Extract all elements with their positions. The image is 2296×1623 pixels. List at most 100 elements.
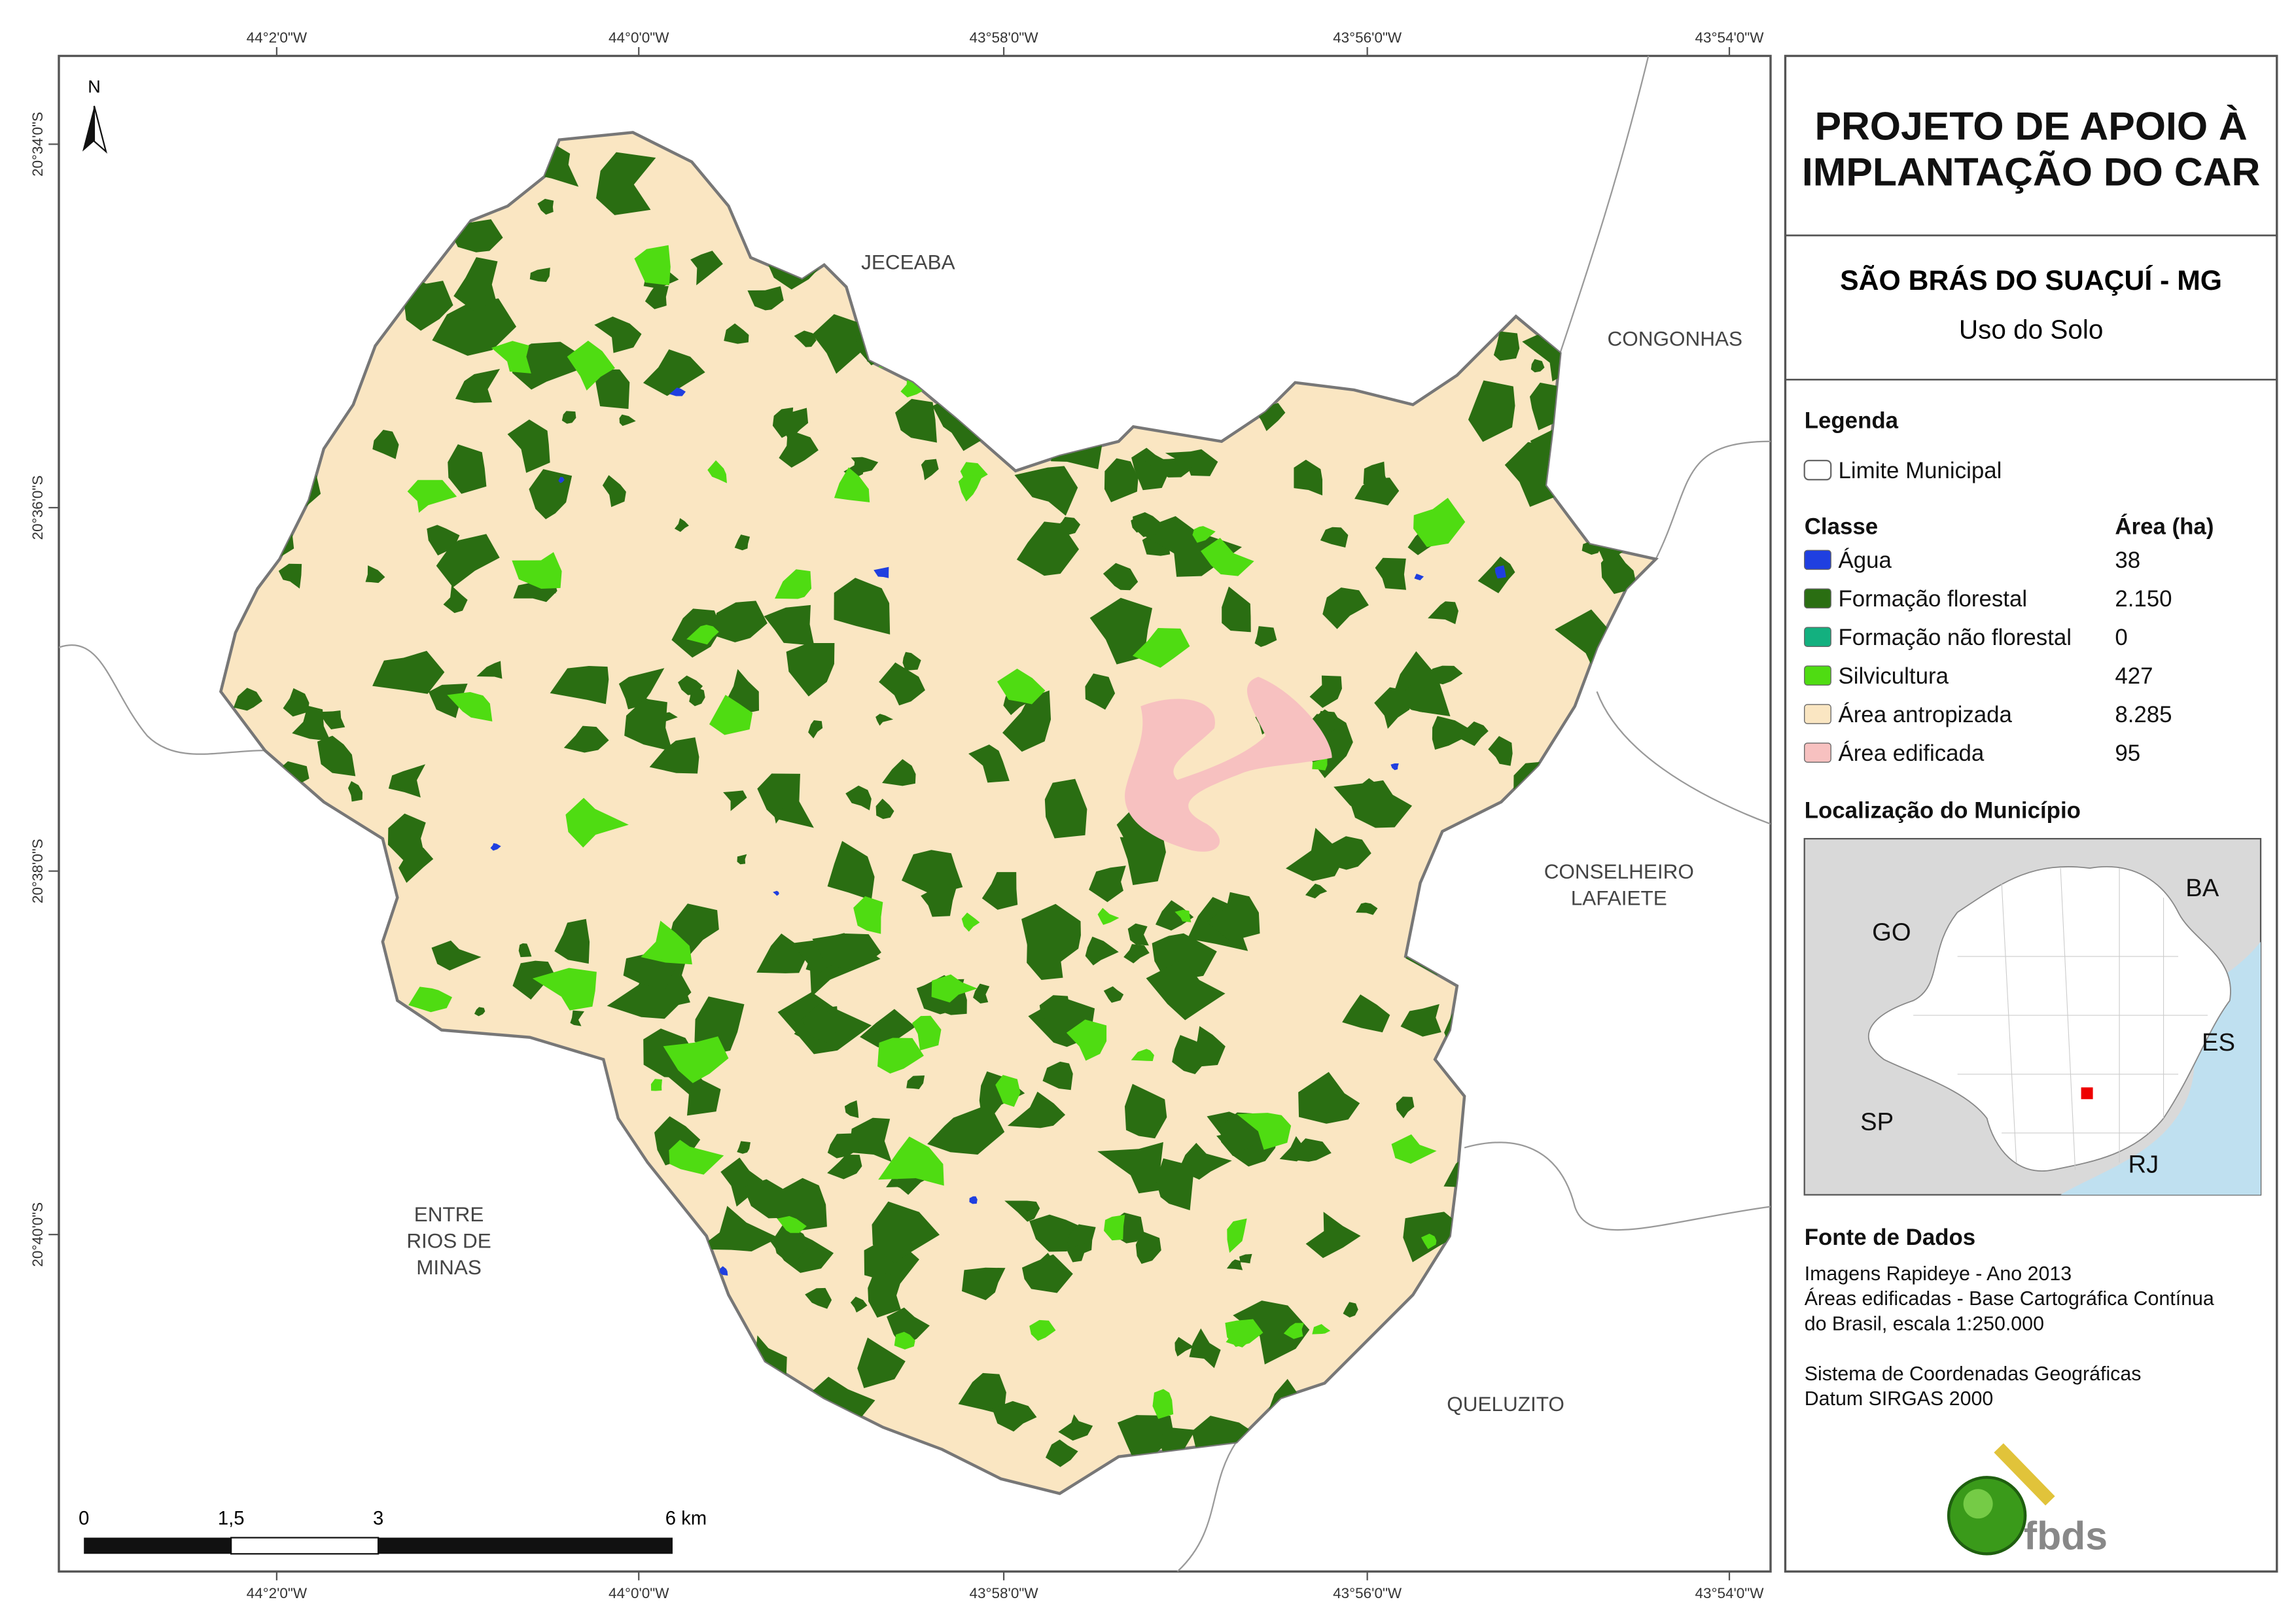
silviculture-patch	[1413, 497, 1466, 548]
forest-patch	[1233, 1300, 1310, 1365]
forest-patch	[594, 316, 642, 353]
coord-label: 20°34'0"S	[29, 112, 46, 177]
logo-text: fbds	[2024, 1514, 2108, 1558]
urban-area	[1125, 676, 1332, 852]
forest-patch	[762, 1189, 811, 1221]
forest-patch	[667, 1067, 721, 1116]
scale-label: 1,5	[218, 1508, 245, 1529]
logo-highlight	[1963, 1489, 1993, 1519]
water-patch	[490, 843, 501, 851]
place-label: RIOS DE	[406, 1229, 491, 1252]
forest-patch	[292, 705, 331, 741]
forest-patch	[1468, 380, 1515, 442]
forest-patch	[845, 785, 872, 811]
scale-segment	[378, 1537, 673, 1554]
coord-label: 43°58'0"W	[970, 29, 1039, 46]
forest-patch	[643, 349, 705, 396]
forest-patch	[550, 666, 609, 705]
forest-patch	[570, 1010, 584, 1026]
state-label: BA	[2185, 874, 2219, 902]
water-patch	[1414, 574, 1424, 581]
silviculture-patch	[1104, 1215, 1125, 1241]
forest-patch	[618, 668, 665, 710]
silviculture-patch	[911, 1015, 942, 1051]
coord-label: 20°38'0"S	[29, 839, 46, 903]
location-marker	[2081, 1087, 2093, 1100]
forest-patch	[1239, 1253, 1252, 1264]
urban-patch	[1125, 676, 1332, 852]
title: IMPLANTAÇÃO DO CAR	[1802, 149, 2260, 194]
forest-patch	[764, 604, 815, 646]
water-patch	[719, 1266, 728, 1276]
forest-patch	[992, 1401, 1037, 1432]
forest-patch	[372, 650, 445, 694]
silviculture-patch	[641, 920, 692, 965]
forest-patch	[768, 807, 786, 824]
forest-patch	[802, 1003, 839, 1047]
place-label: CONSELHEIRO	[1544, 860, 1694, 883]
boundary-swatch	[1803, 459, 1832, 481]
forest-patch	[734, 534, 751, 551]
forest-patch	[1192, 1026, 1226, 1067]
boundary-line	[1464, 1142, 1771, 1231]
forest-patch	[512, 960, 556, 1000]
forest-patch	[448, 444, 487, 494]
forest-patch	[623, 953, 676, 988]
state-mg	[1868, 866, 2231, 1172]
forest-patch	[674, 517, 689, 532]
scale-label: 3	[373, 1508, 383, 1529]
legend-area: 427	[2115, 663, 2153, 689]
forest-patch	[1085, 936, 1119, 966]
forest-patch	[1356, 902, 1378, 915]
forest-patch	[529, 268, 550, 282]
silviculture-patch	[686, 625, 719, 645]
legend-title: Legenda	[1805, 408, 1899, 434]
silviculture-patch	[878, 1136, 944, 1186]
scale-segment	[84, 1537, 232, 1554]
silviculture-patch	[775, 569, 812, 599]
silviculture-patch	[1029, 1319, 1056, 1341]
forest-patch	[850, 1297, 868, 1313]
forest-patch	[1117, 1415, 1174, 1470]
forest-patch	[1042, 1061, 1073, 1091]
forest-patch	[1424, 665, 1463, 685]
silviculture-patch	[1131, 1049, 1154, 1061]
forest-patch	[834, 578, 891, 635]
water-patch	[874, 567, 889, 578]
forest-patch	[347, 780, 363, 802]
scale-label: 0	[79, 1508, 89, 1529]
legend-swatch	[1804, 550, 1831, 570]
forest-patch	[365, 565, 385, 584]
side-panel	[1784, 54, 2278, 1573]
forest-patch	[808, 720, 823, 739]
boundary-line	[1176, 1441, 1237, 1572]
forest-patch	[278, 563, 302, 589]
forest-patch	[1396, 1096, 1415, 1119]
forest-patch	[886, 1178, 905, 1189]
forest-patch	[1123, 944, 1150, 964]
forest-patch	[1135, 1230, 1161, 1264]
forest-patch	[1089, 865, 1126, 903]
legend-label: Silvicultura	[1838, 663, 1949, 689]
forest-patch	[402, 281, 453, 331]
forest-patch	[872, 1201, 940, 1264]
silviculture-patch	[961, 913, 980, 932]
boundary-line	[1655, 440, 1771, 560]
forest-patch	[1333, 780, 1396, 815]
forest-patch	[476, 661, 503, 679]
neighbour-boundaries	[58, 56, 1771, 1572]
silviculture-patch	[1226, 1325, 1257, 1348]
forest-patch	[901, 850, 963, 896]
silviculture-patch	[1312, 1323, 1331, 1335]
source-line: Imagens Rapideye - Ano 2013	[1805, 1263, 2072, 1285]
forest-patch	[860, 1009, 916, 1048]
forest-patch	[906, 1075, 925, 1089]
forest-patch	[649, 737, 699, 774]
forest-patch	[961, 1267, 1006, 1300]
coord-label: 20°40'0"S	[29, 1202, 46, 1267]
forest-patch	[453, 257, 498, 311]
forest-patch	[1039, 995, 1070, 1024]
silviculture-patch	[567, 340, 616, 391]
